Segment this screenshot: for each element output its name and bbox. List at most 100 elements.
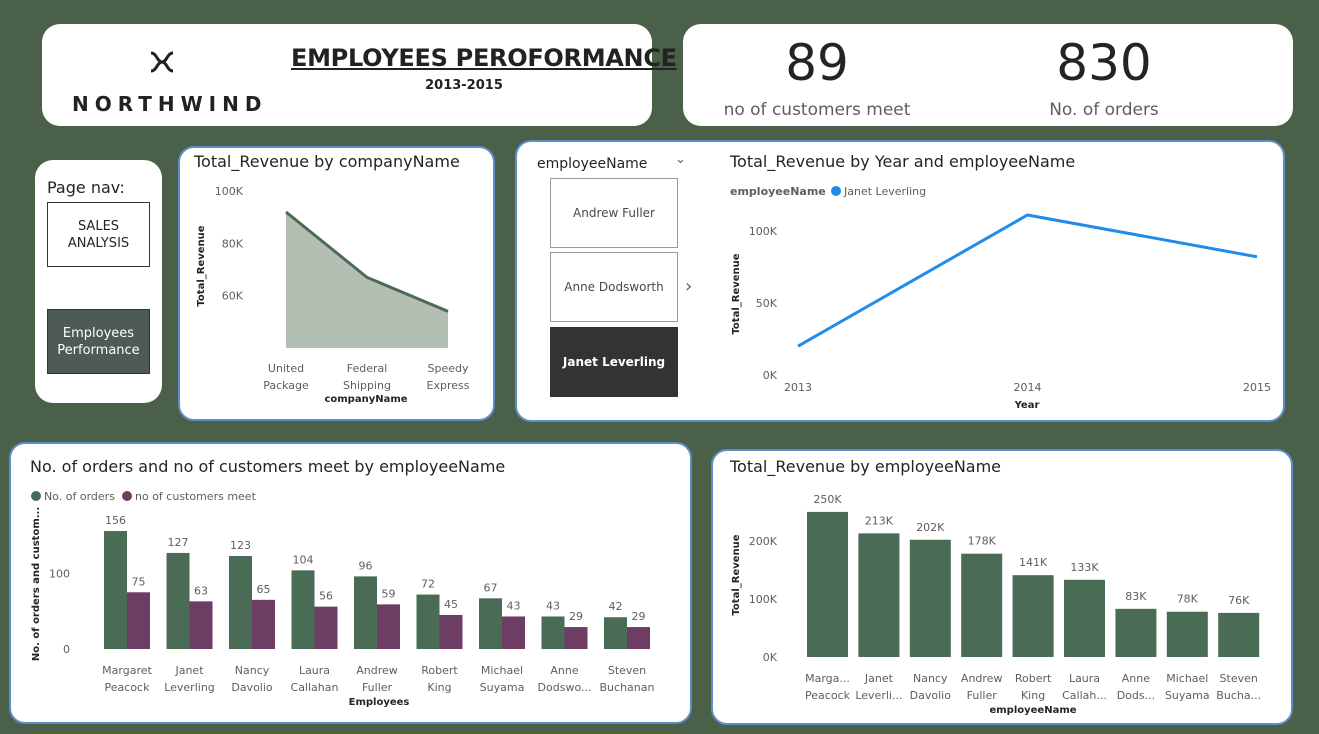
data-label: 178K	[968, 535, 997, 548]
area-chart[interactable]: 60K 80K 100K United Package Federal Shipping Sp…	[180, 148, 493, 419]
northwind-logo-icon	[150, 51, 174, 73]
x-tick-label: Dods...	[1117, 689, 1155, 702]
x-tick-label: Buchanan	[600, 681, 655, 694]
data-label: 65	[257, 583, 271, 596]
y-tick-label: 100K	[215, 185, 244, 198]
chevron-right-icon[interactable]: ›	[685, 276, 693, 297]
y-tick-label: 60K	[222, 290, 244, 303]
orders-bar	[541, 616, 565, 649]
x-tick-label: Laura	[299, 664, 330, 677]
customers-bar	[439, 614, 463, 649]
legend-marker	[831, 186, 841, 196]
x-tick-label: 2015	[1243, 381, 1271, 394]
x-tick-label: Davolio	[910, 689, 952, 702]
revenue-bar	[1115, 608, 1157, 657]
data-label: 141K	[1019, 556, 1048, 569]
data-label: 45	[444, 598, 458, 611]
customers-bar	[127, 592, 150, 649]
data-label: 127	[168, 536, 189, 549]
x-tick-label: Suyama	[1165, 689, 1210, 702]
data-label: 43	[546, 599, 560, 612]
orders-bar	[416, 594, 440, 649]
data-label: 83K	[1125, 590, 1147, 603]
data-label: 202K	[916, 521, 945, 534]
slicer-item-anne-dodsworth[interactable]: Anne Dodsworth	[550, 252, 678, 322]
kpi-customers-label: no of customers meet	[723, 100, 911, 120]
x-tick-label: Andrew	[356, 664, 398, 677]
revenue-bar	[1166, 611, 1208, 657]
x-tick-label: Janet	[174, 664, 204, 677]
x-axis-title: companyName	[324, 394, 407, 405]
x-tick-label: Fuller	[362, 681, 393, 694]
x-tick-label: Leverli...	[855, 689, 902, 702]
page-title: EMPLOYEES PEROFORMANCE	[291, 44, 677, 72]
revenue-by-employee-card: Total_Revenue by employeeName 0K 100K 200K…	[711, 449, 1293, 725]
x-tick-label: King	[427, 681, 451, 694]
y-tick-label: 80K	[222, 237, 244, 250]
x-tick-label: Peacock	[105, 681, 151, 694]
area-chart-title: Total_Revenue by companyName	[194, 152, 460, 171]
data-label: 29	[569, 610, 583, 623]
x-tick-label: Callah...	[1062, 689, 1107, 702]
nav-employees-performance-button[interactable]: Employees Performance	[47, 309, 150, 374]
x-tick-label: Anne	[1122, 672, 1150, 685]
revenue-bar	[961, 553, 1003, 657]
data-label: 156	[105, 514, 126, 527]
kpi-orders-value: 830	[1056, 34, 1152, 92]
y-tick-label: 100K	[749, 593, 778, 606]
data-label: 75	[132, 575, 146, 588]
orders-bar	[166, 552, 190, 649]
slicer-item-janet-leverling[interactable]: Janet Leverling	[550, 327, 678, 397]
orders-bar	[479, 598, 502, 649]
orders-bar	[604, 617, 627, 649]
x-axis-title: employeeName	[989, 705, 1076, 716]
data-label: 96	[359, 559, 373, 572]
slicer-item-andrew-fuller[interactable]: Andrew Fuller	[550, 178, 678, 248]
revenue-by-company-card: Total_Revenue by companyName 60K 80K 100K U…	[178, 146, 495, 421]
kpi-orders-label: No. of orders	[1049, 100, 1159, 120]
x-tick-label: King	[1021, 689, 1045, 702]
x-tick-label: Federal	[347, 362, 388, 375]
line-chart[interactable]: employeeName Janet Leverling 0K 50K 100K 2013…	[517, 142, 1283, 420]
x-tick-label: Janet	[864, 672, 894, 685]
y-tick-label: 0K	[763, 651, 778, 664]
x-tick-label: Andrew	[961, 672, 1003, 685]
x-tick-label: Laura	[1069, 672, 1100, 685]
orders-bar	[354, 576, 377, 649]
orders-customers-card: No. of orders and no of customers meet b…	[9, 442, 692, 724]
y-tick-label: 0	[63, 643, 70, 656]
data-label: 72	[421, 578, 435, 591]
x-tick-label: Nancy	[913, 672, 948, 685]
data-label: 78K	[1177, 593, 1199, 606]
revenue-bar	[1064, 579, 1105, 657]
title-card: NORTHWIND EMPLOYEES PEROFORMANCE 2013-20…	[42, 24, 677, 126]
y-tick-label: 100K	[749, 225, 778, 238]
x-tick-label: Steven	[608, 664, 646, 677]
y-tick-label: 50K	[756, 297, 778, 310]
chevron-down-icon[interactable]: ⌄	[675, 152, 686, 167]
orders-bar	[291, 570, 315, 649]
revenue-bar	[1218, 612, 1260, 657]
legend-label: No. of orders	[44, 490, 115, 503]
data-label: 42	[609, 600, 623, 613]
revenue-bar	[858, 533, 900, 657]
cluster-chart-title: No. of orders and no of customers meet b…	[30, 457, 506, 476]
x-tick-label: Shipping	[343, 379, 391, 392]
x-tick-label: Michael	[1166, 672, 1208, 685]
x-axis-title: Employees	[349, 697, 410, 708]
data-label: 133K	[1070, 561, 1099, 574]
x-tick-label: Bucha...	[1216, 689, 1261, 702]
x-tick-label: Leverling	[164, 681, 215, 694]
x-tick-label: 2013	[784, 381, 812, 394]
clustered-bar-chart[interactable]: No. of orders no of customers meet 0 100 156…	[11, 444, 690, 722]
legend-label: Janet Leverling	[843, 185, 926, 198]
x-tick-label: Michael	[481, 664, 523, 677]
revenue-bar-chart[interactable]: 0K 100K 200K 250K Marga... Peacock 213K Janet Le…	[713, 451, 1291, 723]
data-label: 29	[632, 610, 646, 623]
customers-bar	[189, 601, 213, 649]
y-axis-title: Total_Revenue	[196, 225, 207, 306]
x-tick-label: Speedy	[428, 362, 469, 375]
legend-marker	[31, 491, 41, 501]
x-tick-label: Robert	[1015, 672, 1052, 685]
nav-sales-analysis-button[interactable]: SALES ANALYSIS	[47, 202, 150, 267]
